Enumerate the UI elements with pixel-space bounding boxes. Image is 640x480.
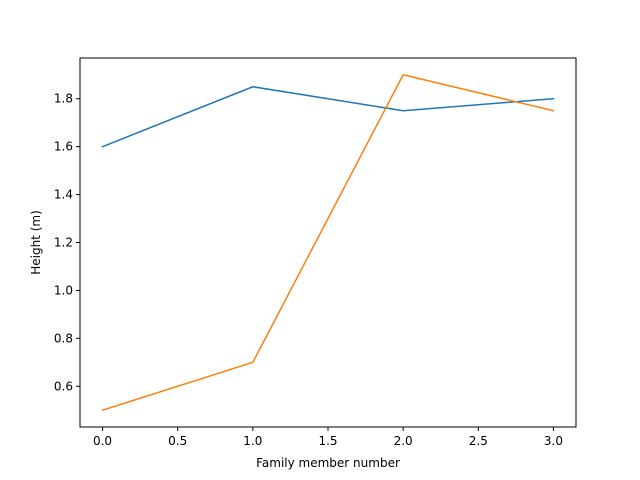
x-axis-ticks: 0.0 0.5 1.0 1.5 2.0 2.5 3.0 — [93, 427, 563, 448]
x-tick-label: 0.0 — [93, 434, 112, 448]
y-axis-ticks: 0.6 0.8 1.0 1.2 1.4 1.6 1.8 — [54, 92, 80, 393]
x-axis-label: Family member number — [256, 456, 400, 470]
x-tick-label: 1.0 — [243, 434, 262, 448]
y-tick-label: 1.4 — [54, 188, 73, 202]
series-layer — [101, 74, 555, 412]
y-tick-label: 0.8 — [54, 331, 73, 345]
y-axis-label: Height (m) — [29, 210, 43, 275]
x-tick-label: 3.0 — [544, 434, 563, 448]
series-line-2 — [101, 74, 555, 412]
x-tick-label: 2.5 — [469, 434, 488, 448]
series-line-1 — [101, 86, 555, 148]
y-tick-label: 1.8 — [54, 92, 73, 106]
y-tick-label: 0.6 — [54, 379, 73, 393]
y-tick-label: 1.0 — [54, 283, 73, 297]
x-tick-label: 0.5 — [168, 434, 187, 448]
y-tick-label: 1.2 — [54, 236, 73, 250]
x-tick-label: 1.5 — [318, 434, 337, 448]
x-tick-label: 2.0 — [394, 434, 413, 448]
y-tick-label: 1.6 — [54, 140, 73, 154]
